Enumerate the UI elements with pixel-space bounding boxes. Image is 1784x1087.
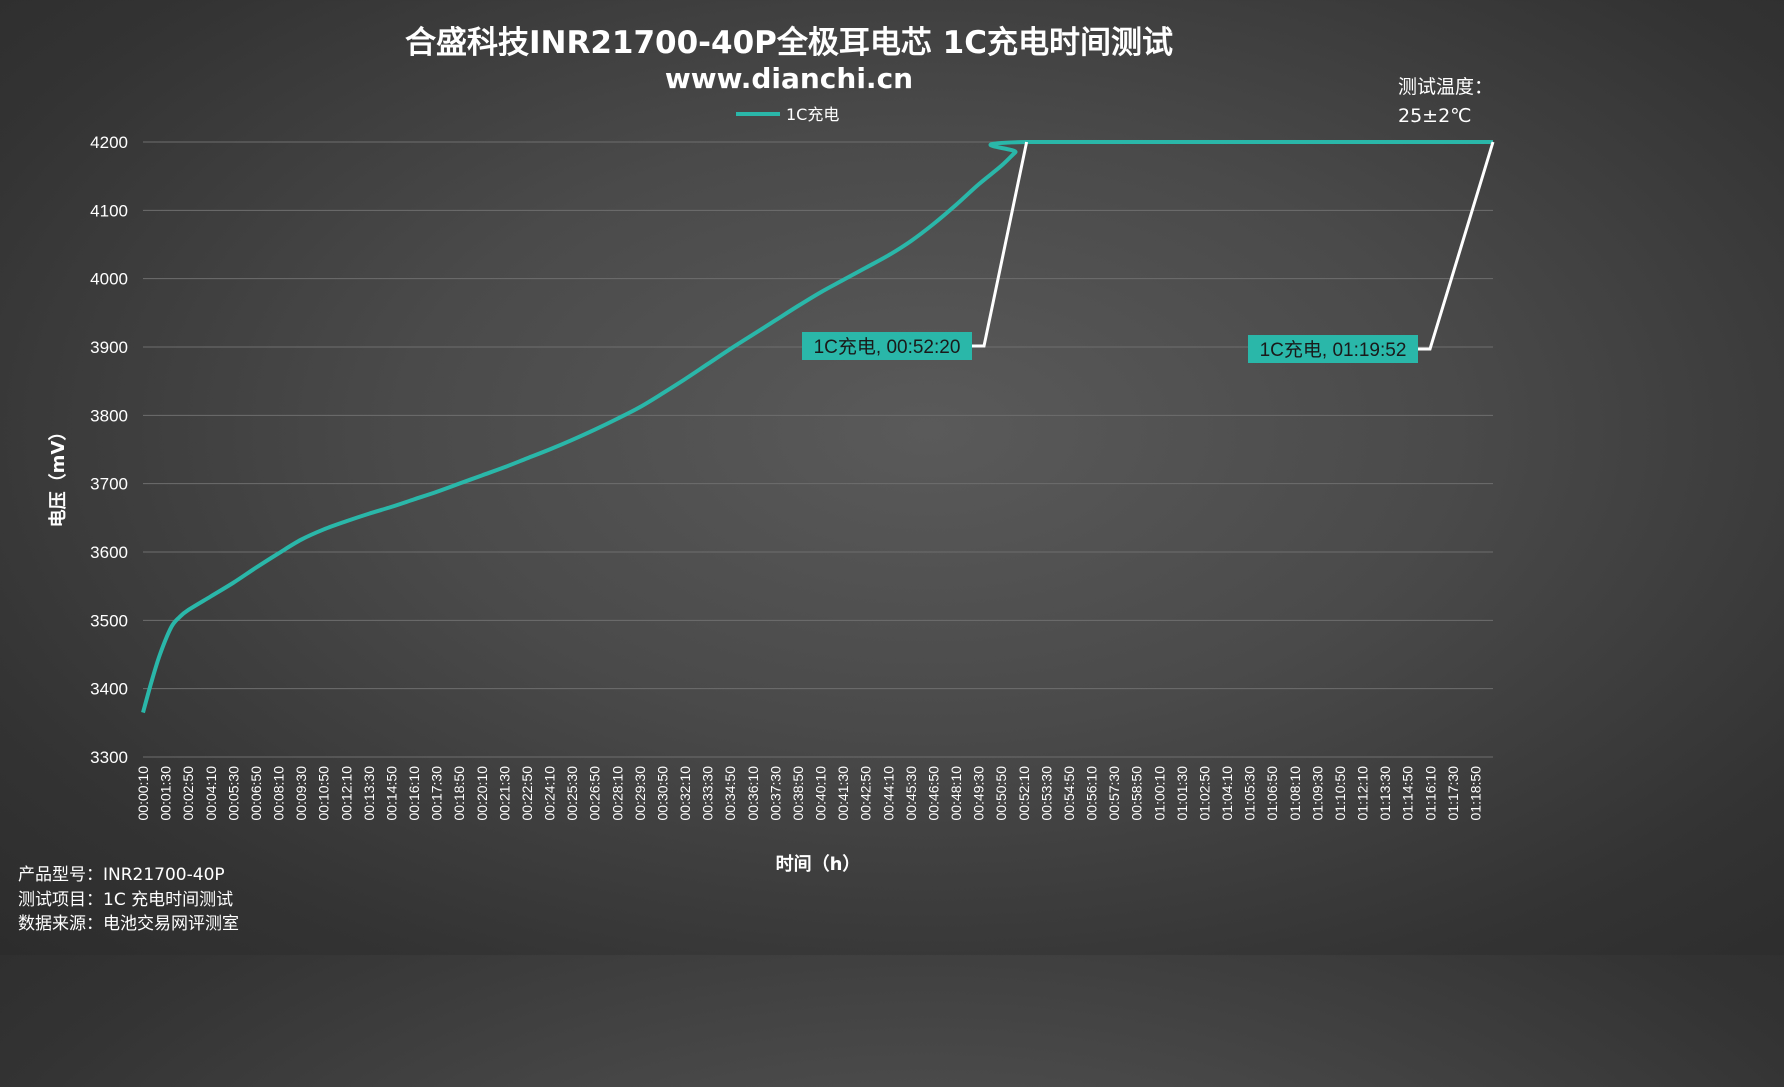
y-tick-label: 3800 xyxy=(90,406,128,425)
x-tick-label: 01:00:10 xyxy=(1151,766,1167,821)
x-tick-label: 00:41:30 xyxy=(835,766,851,821)
x-tick-label: 00:54:50 xyxy=(1061,766,1077,821)
x-tick-label: 00:17:30 xyxy=(429,766,445,821)
x-tick-label: 00:49:30 xyxy=(971,766,987,821)
y-axis-label: 电压（mV） xyxy=(47,423,69,528)
annotations: 1C充电, 00:52:20 1C充电, 01:19:52 xyxy=(802,141,1495,363)
x-tick-label: 01:16:10 xyxy=(1422,766,1438,821)
annotation-box xyxy=(802,332,972,360)
x-tick-label: 00:26:50 xyxy=(587,766,603,821)
data-source: 数据来源：电池交易网评测室 xyxy=(18,914,239,934)
x-axis-ticks: 00:00:10 00:01:30 00:02:50 00:04:10 00:05:30… xyxy=(135,766,1483,821)
x-tick-label: 00:06:50 xyxy=(248,766,264,821)
annotation-leader xyxy=(972,141,1029,348)
x-tick-label: 00:36:10 xyxy=(745,766,761,821)
x-tick-label: 00:28:10 xyxy=(609,766,625,821)
x-tick-label: 01:02:50 xyxy=(1196,766,1212,821)
x-tick-label: 00:18:50 xyxy=(451,766,467,821)
y-tick-label: 3600 xyxy=(90,543,128,562)
x-tick-label: 00:30:50 xyxy=(654,766,670,821)
y-tick-label: 3300 xyxy=(90,748,128,767)
x-tick-label: 01:17:30 xyxy=(1445,766,1461,821)
x-tick-label: 00:38:50 xyxy=(790,766,806,821)
x-tick-label: 00:48:10 xyxy=(948,766,964,821)
x-tick-label: 00:21:30 xyxy=(496,766,512,821)
x-tick-label: 00:01:30 xyxy=(158,766,174,821)
x-tick-label: 00:50:50 xyxy=(993,766,1009,821)
x-tick-label: 00:16:10 xyxy=(406,766,422,821)
series-layer xyxy=(141,139,1493,714)
legend-label: 1C充电 xyxy=(786,105,839,124)
legend: 1C充电 xyxy=(736,105,839,124)
chart-subtitle: www.dianchi.cn xyxy=(665,62,913,95)
x-tick-label: 00:42:50 xyxy=(858,766,874,821)
x-tick-label: 00:58:50 xyxy=(1129,766,1145,821)
test-item: 测试项目：1C 充电时间测试 xyxy=(18,890,233,910)
gridlines xyxy=(143,141,1493,758)
x-tick-label: 01:08:10 xyxy=(1287,766,1303,821)
x-tick-label: 00:09:30 xyxy=(293,766,309,821)
y-tick-label: 4200 xyxy=(90,133,128,152)
y-tick-label: 3400 xyxy=(90,680,128,699)
x-axis-label: 时间（h） xyxy=(776,854,861,875)
annotation-leader xyxy=(1418,141,1495,351)
x-tick-label: 00:14:50 xyxy=(383,766,399,821)
x-tick-label: 00:22:50 xyxy=(519,766,535,821)
x-tick-label: 00:46:50 xyxy=(925,766,941,821)
x-tick-label: 00:25:30 xyxy=(564,766,580,821)
x-tick-label: 01:01:30 xyxy=(1174,766,1190,821)
x-tick-label: 00:56:10 xyxy=(1084,766,1100,821)
x-tick-label: 00:34:50 xyxy=(722,766,738,821)
annotation-label: 1C充电, 01:19:52 xyxy=(1260,339,1407,361)
x-tick-label: 00:40:10 xyxy=(813,766,829,821)
annotation-label: 1C充电, 00:52:20 xyxy=(814,336,961,358)
annotation-box xyxy=(1248,335,1418,363)
x-tick-label: 00:29:30 xyxy=(632,766,648,821)
x-tick-label: 00:12:10 xyxy=(338,766,354,821)
series-line xyxy=(141,139,1493,714)
x-tick-label: 01:18:50 xyxy=(1467,766,1483,821)
product-model: 产品型号：INR21700-40P xyxy=(18,865,225,885)
x-tick-label: 00:37:30 xyxy=(767,766,783,821)
x-tick-label: 00:33:30 xyxy=(700,766,716,821)
x-tick-label: 00:08:10 xyxy=(271,766,287,821)
x-tick-label: 00:04:10 xyxy=(203,766,219,821)
x-tick-label: 00:13:30 xyxy=(361,766,377,821)
y-tick-label: 4100 xyxy=(90,201,128,220)
x-tick-label: 01:13:30 xyxy=(1377,766,1393,821)
x-tick-label: 00:20:10 xyxy=(474,766,490,821)
x-tick-label: 01:04:10 xyxy=(1219,766,1235,821)
x-tick-label: 00:02:50 xyxy=(180,766,196,821)
y-tick-label: 4000 xyxy=(90,270,128,289)
chart-title: 合盛科技INR21700-40P全极耳电芯 1C充电时间测试 xyxy=(405,25,1173,61)
x-tick-label: 01:05:30 xyxy=(1242,766,1258,821)
x-tick-label: 00:44:10 xyxy=(880,766,896,821)
x-tick-label: 00:10:50 xyxy=(316,766,332,821)
x-tick-label: 00:00:10 xyxy=(135,766,151,821)
x-tick-label: 01:12:10 xyxy=(1355,766,1371,821)
x-tick-label: 00:53:30 xyxy=(1038,766,1054,821)
y-tick-label: 3700 xyxy=(90,475,128,494)
x-tick-label: 00:45:30 xyxy=(903,766,919,821)
x-tick-label: 00:57:30 xyxy=(1106,766,1122,821)
x-tick-label: 01:14:50 xyxy=(1400,766,1416,821)
x-tick-label: 00:24:10 xyxy=(542,766,558,821)
charging-chart: 合盛科技INR21700-40P全极耳电芯 1C充电时间测试 www.dianc… xyxy=(18,25,1495,934)
x-tick-label: 01:09:30 xyxy=(1309,766,1325,821)
y-axis-ticks: 3300 3400 3500 3600 3700 3800 3900 4000 4100 4200 xyxy=(90,133,128,767)
temperature-label: 测试温度： xyxy=(1398,76,1493,98)
y-tick-label: 3500 xyxy=(90,611,128,630)
x-tick-label: 01:06:50 xyxy=(1264,766,1280,821)
x-tick-label: 01:10:50 xyxy=(1332,766,1348,821)
temperature-value: 25±2℃ xyxy=(1398,105,1472,127)
x-tick-label: 00:05:30 xyxy=(225,766,241,821)
x-tick-label: 00:32:10 xyxy=(677,766,693,821)
x-tick-label: 00:52:10 xyxy=(1016,766,1032,821)
y-tick-label: 3900 xyxy=(90,338,128,357)
